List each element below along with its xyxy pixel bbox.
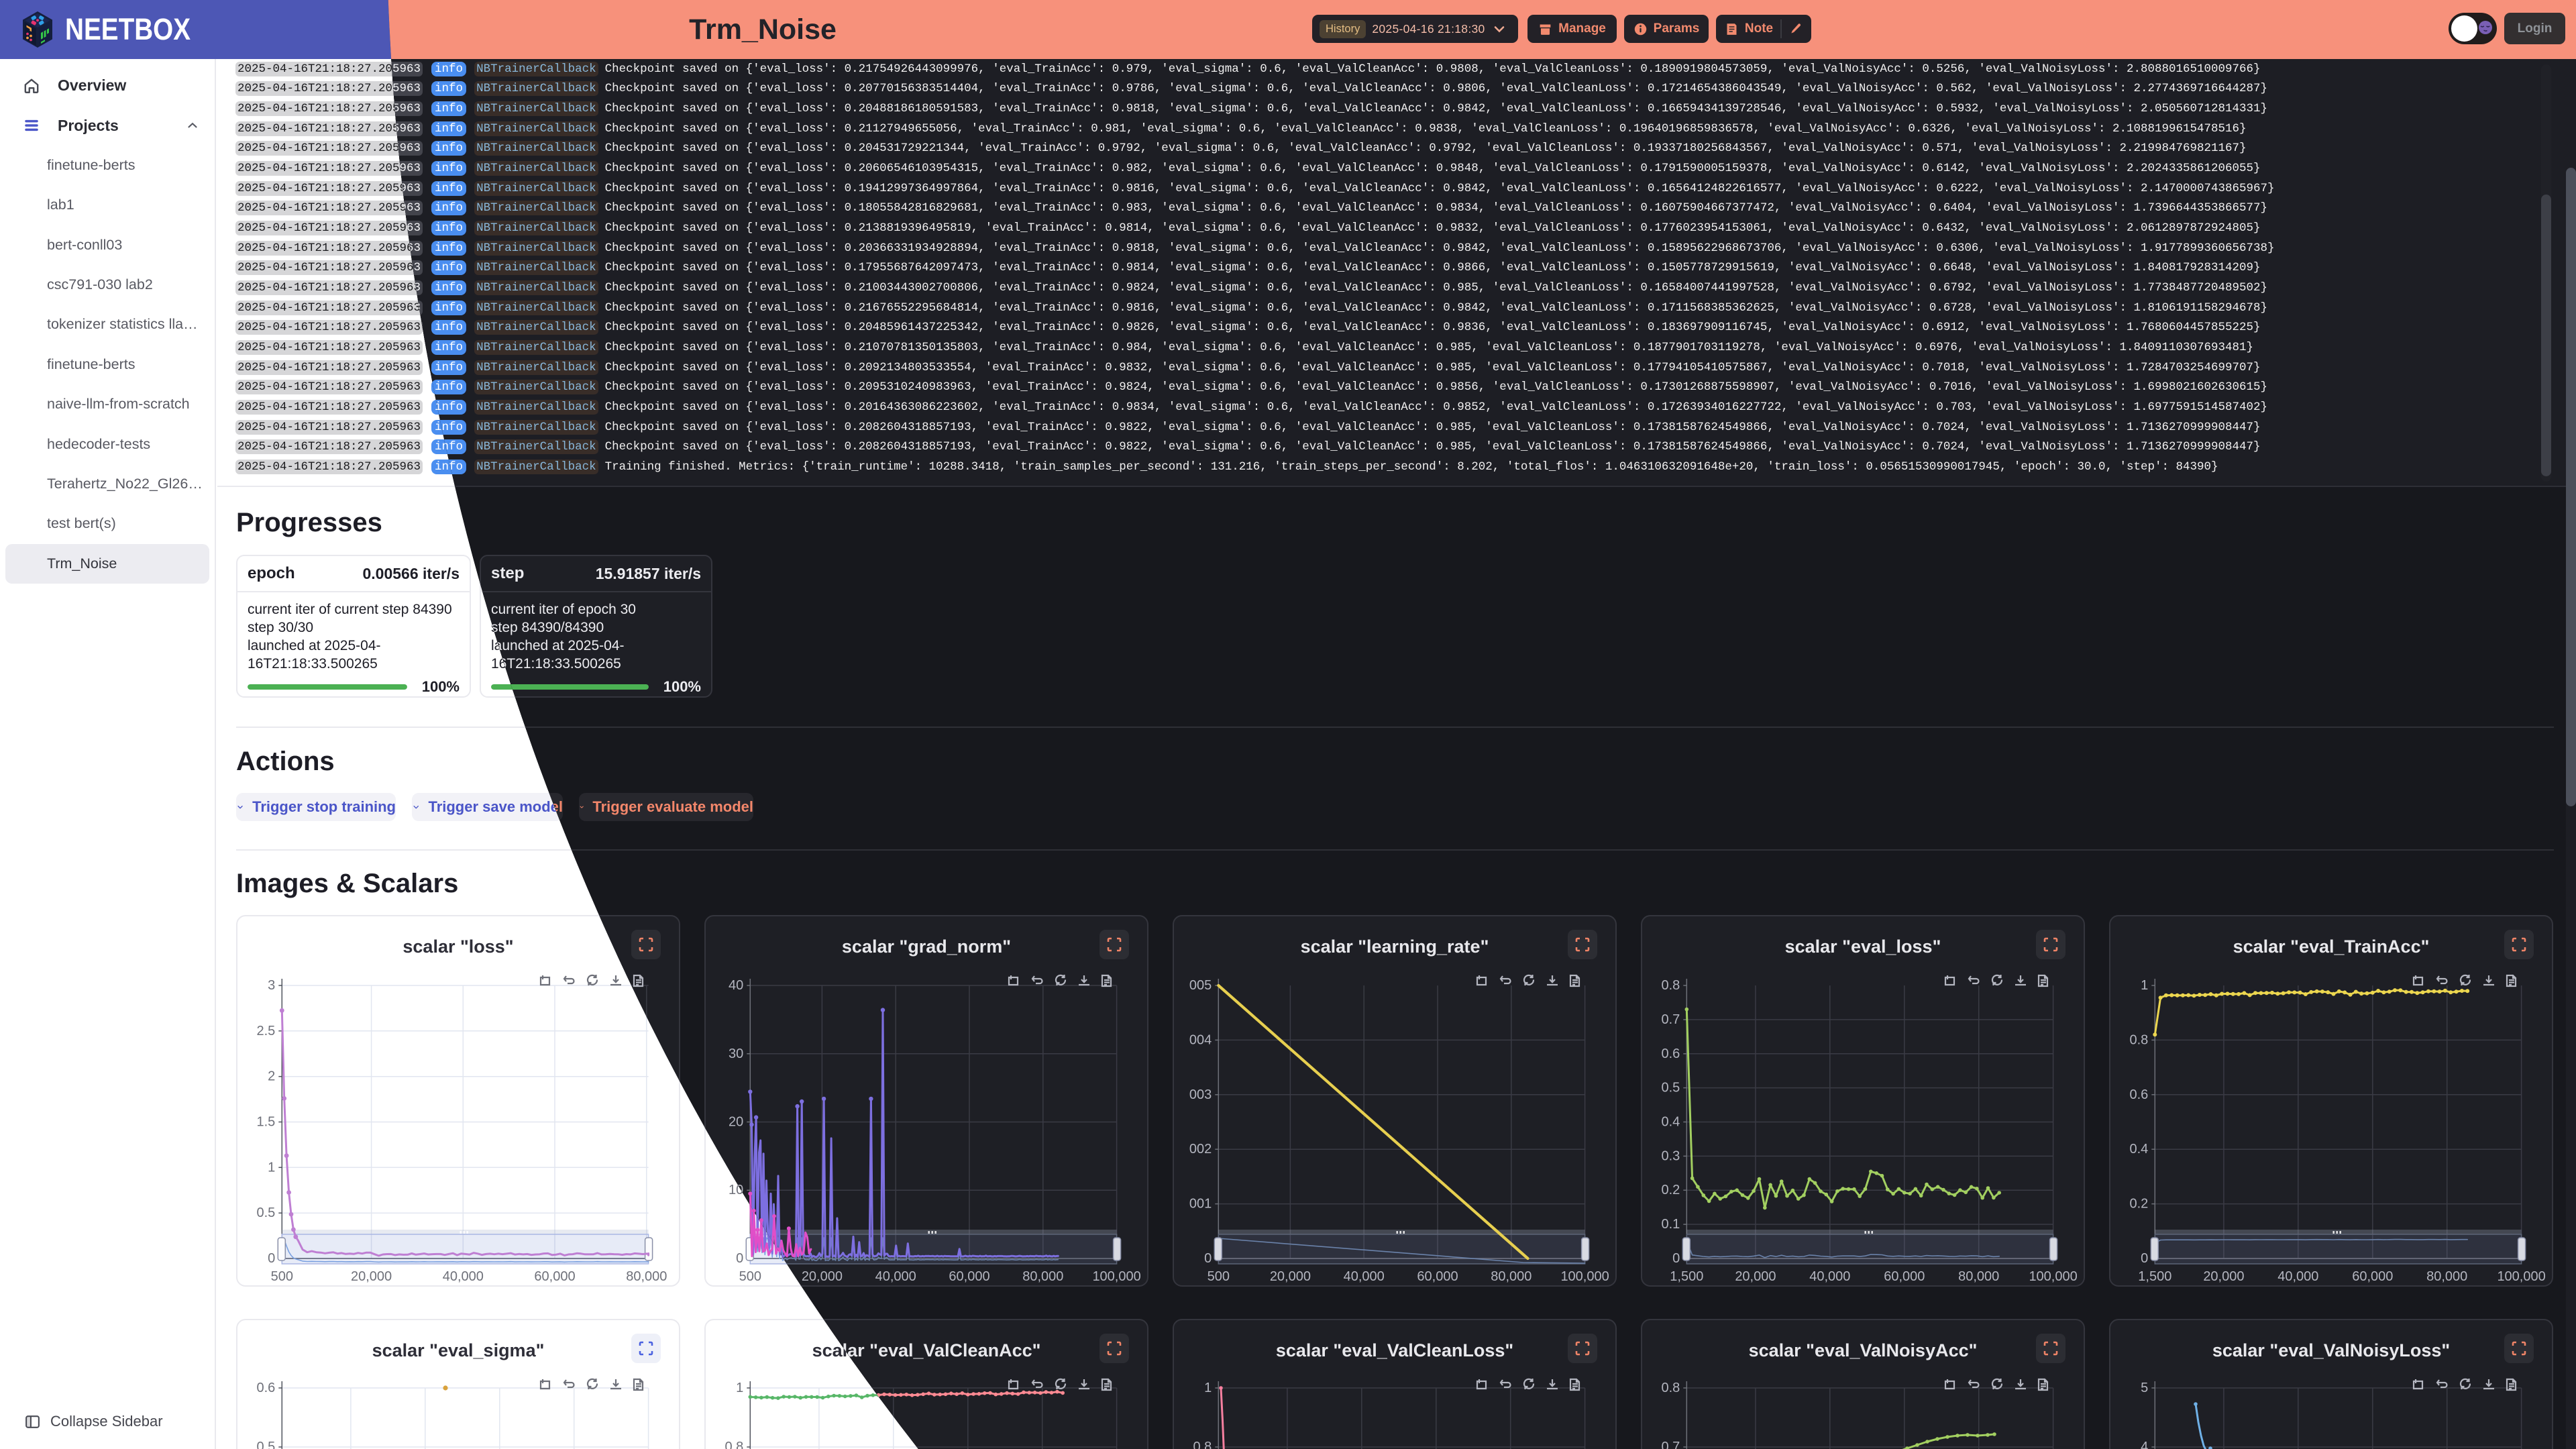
svg-text:80,000: 80,000 (2426, 1269, 2467, 1284)
svg-text:0.2: 0.2 (2129, 1197, 2148, 1212)
svg-text:100,000: 100,000 (1560, 1269, 1609, 1284)
svg-text:0.3: 0.3 (1661, 1148, 1680, 1163)
svg-text:40,000: 40,000 (443, 1269, 484, 1284)
svg-text:2.5: 2.5 (256, 1024, 275, 1038)
svg-text:20,000: 20,000 (1735, 1269, 1776, 1284)
svg-text:40,000: 40,000 (2277, 1269, 2318, 1284)
svg-text:0.6: 0.6 (2129, 1087, 2148, 1102)
svg-text:005: 005 (1189, 978, 1212, 993)
svg-text:5: 5 (2141, 1381, 2148, 1395)
svg-text:60,000: 60,000 (534, 1269, 575, 1284)
svg-text:0.6: 0.6 (256, 1381, 275, 1395)
svg-text:100,000: 100,000 (2497, 1269, 2545, 1284)
svg-text:20,000: 20,000 (1270, 1269, 1311, 1284)
svg-text:100,000: 100,000 (2029, 1269, 2077, 1284)
svg-text:0.8: 0.8 (1661, 978, 1680, 993)
svg-text:80,000: 80,000 (1022, 1269, 1063, 1284)
svg-text:0: 0 (268, 1251, 275, 1266)
svg-text:0.6: 0.6 (1661, 1046, 1680, 1061)
svg-text:0.8: 0.8 (1193, 1440, 1212, 1449)
svg-text:0.5: 0.5 (256, 1205, 275, 1220)
svg-text:40: 40 (729, 978, 743, 993)
svg-text:0: 0 (2141, 1251, 2148, 1266)
svg-text:0: 0 (1204, 1251, 1212, 1266)
svg-text:80,000: 80,000 (626, 1269, 667, 1284)
svg-text:4: 4 (2141, 1440, 2148, 1449)
svg-text:3: 3 (268, 978, 275, 993)
svg-text:001: 001 (1189, 1197, 1212, 1212)
svg-text:0.2: 0.2 (1661, 1183, 1680, 1197)
svg-text:0.7: 0.7 (1661, 1440, 1680, 1449)
svg-text:0.8: 0.8 (2129, 1032, 2148, 1047)
svg-text:0.1: 0.1 (1661, 1217, 1680, 1232)
svg-text:30: 30 (729, 1046, 743, 1061)
svg-text:40,000: 40,000 (1344, 1269, 1385, 1284)
svg-text:1,500: 1,500 (2138, 1269, 2171, 1284)
svg-text:20,000: 20,000 (2203, 1269, 2244, 1284)
svg-text:100,000: 100,000 (1092, 1269, 1140, 1284)
svg-text:0.8: 0.8 (1661, 1381, 1680, 1395)
svg-text:0: 0 (1672, 1251, 1680, 1266)
svg-text:0.7: 0.7 (1661, 1012, 1680, 1027)
svg-text:20: 20 (729, 1115, 743, 1130)
svg-text:0.4: 0.4 (2129, 1142, 2148, 1157)
svg-text:1,500: 1,500 (1670, 1269, 1703, 1284)
svg-text:0.8: 0.8 (724, 1440, 743, 1449)
svg-text:20,000: 20,000 (351, 1269, 392, 1284)
svg-text:1: 1 (268, 1160, 275, 1175)
svg-text:80,000: 80,000 (1491, 1269, 1532, 1284)
svg-text:003: 003 (1189, 1087, 1212, 1102)
svg-text:1: 1 (2141, 978, 2148, 993)
svg-text:500: 500 (739, 1269, 761, 1284)
svg-text:60,000: 60,000 (1417, 1269, 1458, 1284)
svg-text:002: 002 (1189, 1142, 1212, 1157)
svg-text:0: 0 (736, 1251, 743, 1266)
svg-text:500: 500 (271, 1269, 293, 1284)
svg-text:004: 004 (1189, 1032, 1212, 1047)
svg-text:60,000: 60,000 (2352, 1269, 2393, 1284)
svg-text:80,000: 80,000 (1958, 1269, 1999, 1284)
svg-text:60,000: 60,000 (949, 1269, 989, 1284)
svg-text:40,000: 40,000 (1809, 1269, 1850, 1284)
svg-text:60,000: 60,000 (1884, 1269, 1925, 1284)
svg-text:1: 1 (1204, 1381, 1212, 1395)
svg-text:1: 1 (736, 1381, 743, 1395)
svg-text:0.5: 0.5 (256, 1440, 275, 1449)
svg-text:1.5: 1.5 (256, 1115, 275, 1130)
svg-text:0.4: 0.4 (1661, 1115, 1680, 1130)
svg-text:500: 500 (1208, 1269, 1230, 1284)
svg-text:0.5: 0.5 (1661, 1081, 1680, 1095)
svg-text:20,000: 20,000 (802, 1269, 843, 1284)
svg-text:40,000: 40,000 (875, 1269, 916, 1284)
svg-text:2: 2 (268, 1069, 275, 1084)
